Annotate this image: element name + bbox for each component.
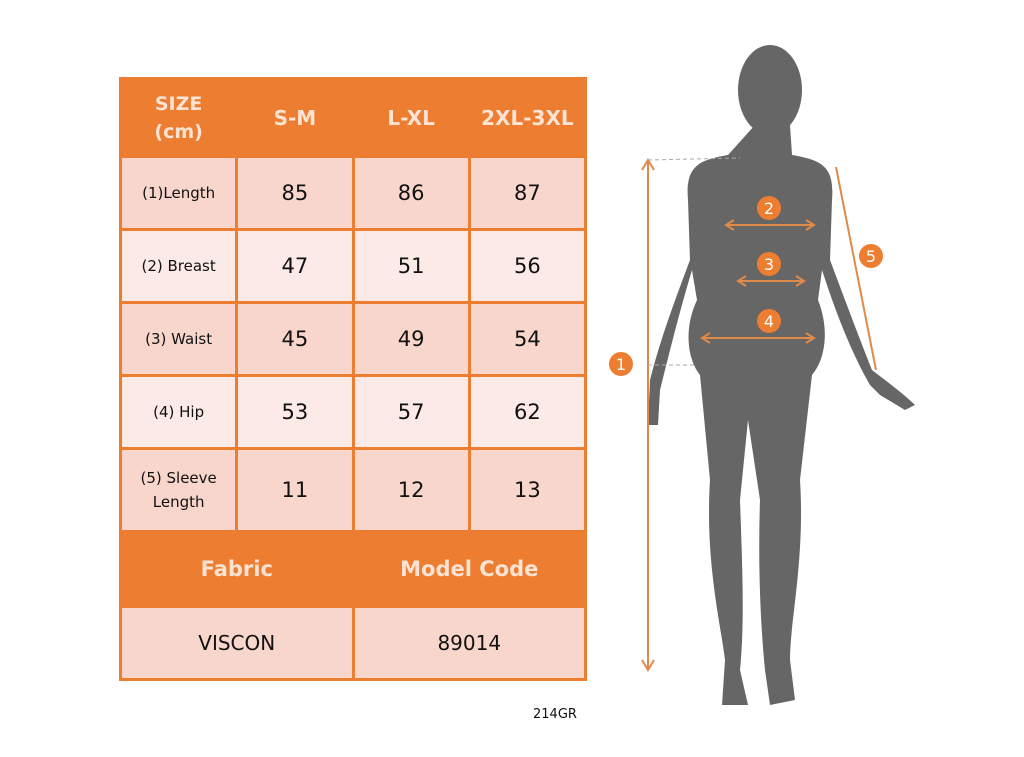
fabric-value-row: VISCON 89014 [119, 605, 587, 681]
fabric-value: VISCON [119, 605, 355, 681]
cell: 87 [467, 155, 588, 231]
header-size: SIZE (cm) [118, 77, 239, 158]
body-measurement-figure: 1 2 3 4 5 [609, 45, 915, 705]
header-l-xl: L-XL [351, 77, 471, 158]
cell: 12 [351, 447, 471, 533]
cell: 11 [235, 447, 355, 533]
row-label-line1: (5) Sleeve [140, 469, 217, 487]
model-code-value: 89014 [351, 605, 587, 681]
cell: 57 [351, 374, 471, 450]
marker-badges [609, 196, 883, 376]
row-label-line2: Length [152, 493, 205, 511]
table-row: (1)Length 85 86 87 [118, 155, 588, 231]
row-label: (4) Hip [118, 374, 239, 450]
cell: 62 [467, 374, 588, 450]
measurement-lines-icon [641, 157, 877, 672]
marker-4-icon [757, 309, 781, 333]
cell: 53 [235, 374, 355, 450]
size-chart-table: SIZE (cm) S-M L-XL 2XL-3XL (1)Length 85 8… [118, 77, 588, 681]
model-code-label: Model Code [351, 530, 587, 608]
header-size-line2: (cm) [154, 120, 203, 143]
header-2xl-3xl: 2XL-3XL [467, 77, 588, 158]
cell: 51 [351, 228, 471, 304]
cell: 49 [351, 301, 471, 377]
cell: 13 [467, 447, 588, 533]
marker-2-icon [757, 196, 781, 220]
fabric-header-row: Fabric Model Code [119, 530, 587, 608]
table-row: (2) Breast 47 51 56 [118, 228, 588, 304]
marker-2-label: 2 [764, 199, 774, 218]
marker-3-label: 3 [764, 255, 774, 274]
marker-5-label: 5 [866, 247, 876, 266]
cell: 54 [467, 301, 588, 377]
row-label: (2) Breast [118, 228, 239, 304]
product-code: 214GR [533, 707, 577, 722]
header-size-line1: SIZE [154, 92, 203, 115]
marker-3-icon [757, 252, 781, 276]
header-s-m: S-M [235, 77, 355, 158]
woman-silhouette-icon [648, 45, 915, 705]
marker-4-label: 4 [764, 312, 774, 331]
row-label: (5) Sleeve Length [118, 447, 239, 533]
table-header-row: SIZE (cm) S-M L-XL 2XL-3XL [118, 77, 588, 158]
cell: 45 [235, 301, 355, 377]
cell: 47 [235, 228, 355, 304]
table-row: (5) Sleeve Length 11 12 13 [118, 447, 588, 533]
marker-5-icon [859, 244, 883, 268]
marker-1-icon [609, 352, 633, 376]
row-label: (1)Length [118, 155, 239, 231]
row-label: (3) Waist [118, 301, 239, 377]
table-row: (4) Hip 53 57 62 [118, 374, 588, 450]
cell: 86 [351, 155, 471, 231]
cell: 56 [467, 228, 588, 304]
fabric-label: Fabric [119, 530, 355, 608]
marker-1-label: 1 [616, 355, 626, 374]
cell: 85 [235, 155, 355, 231]
table-row: (3) Waist 45 49 54 [118, 301, 588, 377]
